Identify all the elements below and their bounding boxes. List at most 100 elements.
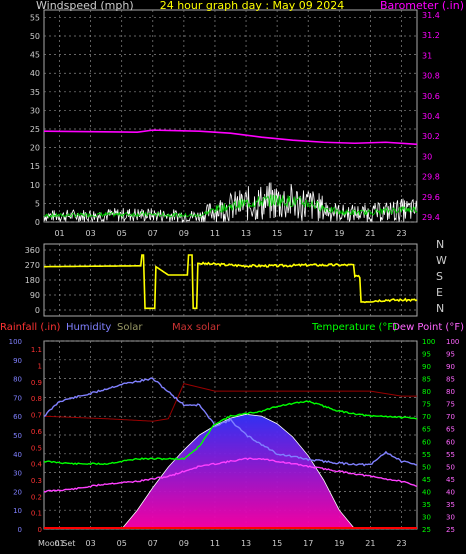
temp-y-ticks: 100 95 90 85 80 75 70 65 60 55 50 45 40 35 30 25 — [422, 338, 435, 534]
climate-series — [43, 377, 418, 529]
rain-tick-label: 0.4 — [31, 461, 43, 469]
wind-tick-label: 20 — [30, 144, 40, 153]
temp-tick-label: 25 — [422, 526, 431, 534]
baro-tick-label: 29.8 — [422, 173, 440, 182]
humidity-tick-label: 90 — [13, 357, 22, 365]
baro-y-ticks: 31.4 31.2 31 30.8 30.6 30.4 30.2 30 29.8 29.6 29.4 — [422, 11, 440, 222]
wind-x-tick-label: 09 — [179, 229, 189, 238]
dew-y-ticks: 100 95 90 85 80 75 70 65 60 55 50 45 40 35 30 25 — [446, 338, 459, 534]
humidity-tick-label: 20 — [13, 488, 22, 496]
humidity-tick-label: 0 — [18, 526, 22, 534]
wind-tick-label: 10 — [30, 181, 40, 190]
dew-axis-label: Dew Point (°F) — [392, 322, 464, 333]
dew-tick-label: 100 — [446, 338, 459, 346]
baro-tick-label: 31.4 — [422, 11, 440, 20]
humidity-tick-label: 60 — [13, 413, 22, 421]
temp-tick-label: 70 — [422, 413, 431, 421]
dew-tick-label: 90 — [446, 363, 455, 371]
wind-x-tick-label: 01 — [54, 229, 64, 238]
temp-tick-label: 40 — [422, 488, 431, 496]
direction-y-ticks: 360 270 180 90 0 — [25, 246, 40, 315]
wind-tick-label: 40 — [30, 69, 40, 78]
rain-tick-label: 0.9 — [31, 379, 42, 387]
dew-tick-label: 50 — [446, 463, 455, 471]
wind-x-tick-label: 21 — [365, 229, 375, 238]
temp-tick-label: 90 — [422, 363, 431, 371]
wind-x-tick-label: 15 — [272, 229, 282, 238]
baro-tick-label: 30.4 — [422, 112, 440, 121]
moon-set-label: Moon Set — [38, 539, 75, 548]
rain-y-ticks: 1.1 1 0.9 0.8 0.7 0.6 0.5 0.4 0.3 0.2 0.1 0 — [31, 346, 43, 534]
rain-tick-label: 0.8 — [31, 395, 42, 403]
wind-x-tick-label: 13 — [241, 229, 251, 238]
wind-x-ticks: 01 03 05 07 09 11 13 15 17 19 21 23 — [54, 229, 406, 238]
dew-tick-label: 95 — [446, 351, 455, 359]
wind-direction-line — [43, 254, 418, 310]
climate-x-tick-label: 15 — [272, 539, 282, 548]
baro-tick-label: 30 — [422, 152, 432, 161]
humidity-tick-label: 50 — [13, 432, 22, 440]
baro-tick-label: 30.6 — [422, 92, 440, 101]
climate-panel: Rainfall (.in) Humidity Solar Max solar … — [0, 322, 464, 548]
rain-tick-label: 0.2 — [31, 493, 42, 501]
climate-x-tick-label: 01 — [54, 539, 64, 548]
wind-grid — [44, 10, 417, 223]
compass-label: N — [436, 238, 444, 251]
baro-tick-label: 31.2 — [422, 31, 440, 40]
compass-label: E — [436, 286, 443, 299]
climate-x-ticks: 01 03 05 07 09 11 13 15 17 19 21 23 — [54, 539, 406, 548]
dew-tick-label: 40 — [446, 488, 455, 496]
dew-tick-label: 65 — [446, 426, 455, 434]
baro-tick-label: 31 — [422, 51, 432, 60]
humidity-line — [43, 377, 418, 467]
chart-title: 24 hour graph day : May 09 2024 — [160, 0, 345, 12]
wind-x-tick-label: 05 — [117, 229, 127, 238]
humidity-axis-label: Humidity — [66, 322, 111, 333]
rain-tick-label: 0 — [38, 526, 42, 534]
direction-tick-label: 90 — [30, 291, 40, 300]
compass-label: W — [436, 254, 447, 267]
dew-tick-label: 45 — [446, 476, 455, 484]
max-solar-label: Max solar — [172, 322, 221, 333]
climate-x-tick-label: 03 — [86, 539, 96, 548]
rain-tick-label: 0.5 — [31, 444, 42, 452]
dew-point-line — [43, 457, 418, 493]
dew-tick-label: 60 — [446, 438, 455, 446]
wind-tick-label: 5 — [35, 199, 40, 208]
wind-x-tick-label: 03 — [86, 229, 96, 238]
wind-x-tick-label: 17 — [303, 229, 313, 238]
humidity-tick-label: 40 — [13, 451, 22, 459]
baro-line — [43, 129, 418, 146]
dew-tick-label: 55 — [446, 451, 455, 459]
solar-label: Solar — [117, 322, 143, 333]
climate-x-tick-label: 07 — [148, 539, 158, 548]
temp-tick-label: 35 — [422, 501, 431, 509]
climate-x-tick-label: 11 — [210, 539, 220, 548]
rain-tick-label: 0.7 — [31, 412, 42, 420]
temp-axis-label: Temperature (°F) — [311, 322, 397, 333]
direction-tick-label: 270 — [25, 261, 40, 270]
wind-tick-label: 45 — [30, 51, 40, 60]
wind-axis-label: Windspeed (mph) — [36, 0, 134, 12]
wind-baro-series — [43, 129, 418, 224]
humidity-tick-label: 80 — [13, 376, 22, 384]
climate-x-tick-label: 13 — [241, 539, 251, 548]
temp-tick-label: 95 — [422, 351, 431, 359]
wind-tick-label: 55 — [30, 13, 40, 22]
wind-tick-label: 30 — [30, 106, 40, 115]
climate-x-tick-label: 23 — [396, 539, 406, 548]
temp-tick-label: 85 — [422, 376, 431, 384]
max-solar-line — [43, 383, 417, 422]
dew-tick-label: 85 — [446, 376, 455, 384]
wind-x-tick-label: 19 — [334, 229, 344, 238]
wind-average-line — [43, 194, 418, 219]
rain-tick-label: 0.1 — [31, 510, 42, 518]
wind-tick-label: 0 — [35, 218, 40, 227]
baro-axis-label: Barometer (.in) — [380, 0, 464, 12]
temperature-line — [43, 400, 418, 466]
baro-tick-label: 29.4 — [422, 213, 440, 222]
